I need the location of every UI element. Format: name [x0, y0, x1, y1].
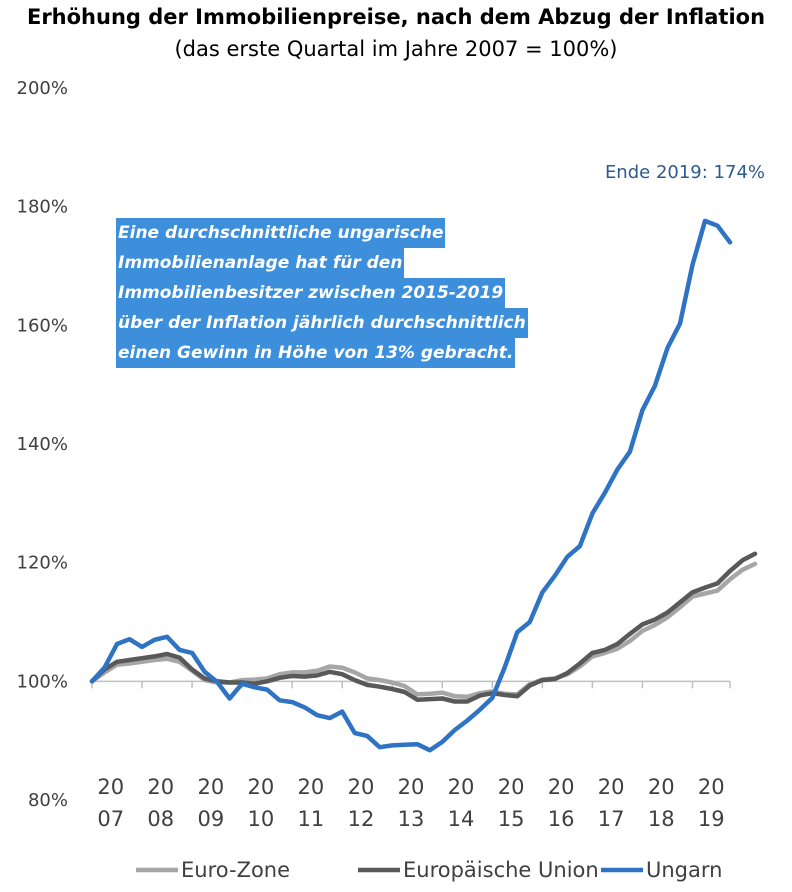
x-tick-label: 20 [97, 775, 124, 799]
x-tick-label: 20 [398, 775, 425, 799]
x-tick-label: 20 [598, 775, 625, 799]
x-tick-label: 09 [197, 807, 224, 831]
x-tick-label: 20 [197, 775, 224, 799]
x-tick-label: 20 [448, 775, 475, 799]
x-tick-label: 17 [598, 807, 625, 831]
y-tick-label: 160% [17, 315, 68, 336]
legend-label: Europäische Union [403, 858, 599, 882]
callout-line: Eine durchschnittliche ungarische [116, 218, 446, 248]
y-tick-label: 180% [17, 197, 68, 218]
chart-title: Erhöhung der Immobilienpreise, nach dem … [27, 5, 765, 29]
series-line-europ-ische-union [89, 551, 758, 704]
x-tick-label: 20 [698, 775, 725, 799]
x-tick-label: 16 [548, 807, 575, 831]
x-tick-label: 07 [97, 807, 124, 831]
x-tick-label: 20 [298, 775, 325, 799]
callout-line: über der Inflation jährlich durchschnitt… [116, 308, 528, 338]
y-axis: 200% 180% 160% 140% 120% 100% 80% [17, 78, 68, 811]
x-tick-label: 15 [498, 807, 525, 831]
x-tick-label: 10 [248, 807, 275, 831]
y-tick-label: 140% [17, 434, 68, 455]
y-tick-label: 200% [17, 78, 68, 99]
x-tick-label: 13 [398, 807, 425, 831]
x-tick-label: 08 [147, 807, 174, 831]
callout-line: Immobilienanlage hat für den [116, 248, 405, 278]
callout-line: einen Gewinn in Höhe von 13% gebracht. [116, 338, 516, 368]
callout-line: Immobilienbesitzer zwischen 2015-2019 [116, 278, 506, 308]
y-tick-label: 120% [17, 553, 68, 574]
legend: Euro-Zone Europäische Union Ungarn [136, 858, 722, 882]
series-line-euro-zone [89, 561, 758, 700]
x-tick-label: 20 [147, 775, 174, 799]
x-tick-label: 14 [448, 807, 475, 831]
legend-label: Ungarn [646, 858, 722, 882]
y-tick-label: 100% [17, 671, 68, 692]
x-tick-label: 12 [348, 807, 375, 831]
x-tick-label: 19 [698, 807, 725, 831]
x-axis: 20 07 20 08 20 09 20 10 20 11 20 12 20 13 20 14 20 15 20 16… [91, 680, 731, 831]
x-tick-label: 20 [498, 775, 525, 799]
legend-label: Euro-Zone [181, 858, 290, 882]
x-tick-label: 20 [248, 775, 275, 799]
callout-box: Eine durchschnittliche ungarische Immobi… [116, 218, 536, 368]
series-line-ungarn [89, 218, 733, 753]
end-annotation: Ende 2019: 174% [605, 162, 765, 183]
y-tick-label: 80% [28, 790, 68, 811]
series-group [89, 218, 758, 753]
x-tick-label: 20 [548, 775, 575, 799]
x-tick-label: 20 [648, 775, 675, 799]
x-tick-label: 18 [648, 807, 675, 831]
x-tick-label: 11 [298, 807, 325, 831]
chart-subtitle: (das erste Quartal im Jahre 2007 = 100%) [174, 37, 617, 61]
x-tick-label: 20 [348, 775, 375, 799]
